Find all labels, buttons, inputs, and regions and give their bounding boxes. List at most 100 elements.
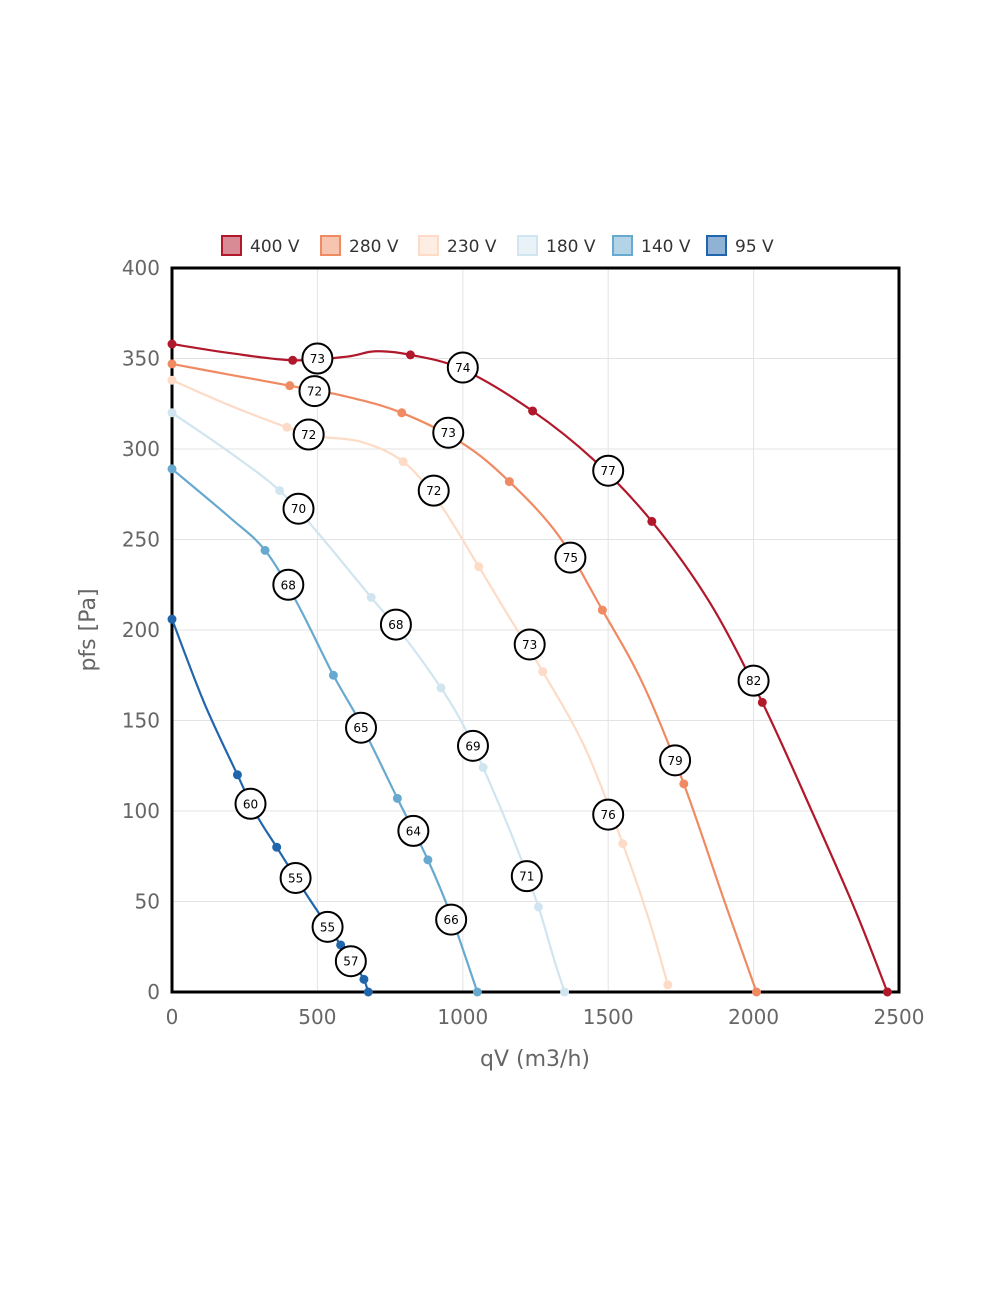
- point-label-badge: [292, 418, 325, 451]
- point-label-text: 64: [406, 824, 421, 838]
- point-label-badge: [432, 416, 465, 449]
- data-point: [167, 359, 177, 369]
- data-point: [560, 987, 570, 997]
- point-label-badge: [513, 628, 546, 661]
- point-label-text: 65: [353, 721, 368, 735]
- point-label-text: 55: [320, 920, 335, 934]
- point-label-badge: [379, 608, 412, 641]
- point-label-text: 70: [291, 502, 306, 516]
- point-label-badge: [510, 860, 543, 893]
- legend-label: 140 V: [641, 237, 691, 257]
- legend-swatch: [418, 235, 439, 256]
- data-point: [618, 839, 628, 849]
- point-label-text: 82: [746, 674, 761, 688]
- point-label-badge: [234, 787, 267, 820]
- data-point: [663, 980, 673, 990]
- data-point: [679, 779, 689, 789]
- series-group: [167, 339, 892, 997]
- series-400v: [167, 339, 892, 997]
- data-point: [752, 987, 762, 997]
- legend-item[interactable]: 180 V: [517, 235, 596, 257]
- data-point: [436, 683, 446, 693]
- legend-item[interactable]: 400 V: [221, 235, 300, 257]
- point-label-text: 72: [307, 385, 322, 399]
- data-point: [423, 855, 433, 865]
- point-label-badge: [282, 492, 315, 525]
- data-point: [538, 667, 548, 677]
- point-label-text: 73: [441, 426, 456, 440]
- series-95v: [167, 614, 373, 997]
- data-point: [366, 592, 376, 602]
- data-point: [533, 902, 543, 912]
- data-point: [167, 464, 177, 474]
- legend-item[interactable]: 280 V: [320, 235, 399, 257]
- point-label-badge: [397, 814, 430, 847]
- plot-frame: [170, 266, 901, 994]
- data-point: [359, 974, 369, 984]
- point-label-text: 74: [455, 361, 470, 375]
- x-tick-label: 2500: [874, 1005, 925, 1029]
- data-point: [167, 614, 177, 624]
- point-label-text: 68: [388, 618, 403, 632]
- legend-swatch: [706, 235, 727, 256]
- point-label-text: 73: [310, 352, 325, 366]
- data-point: [398, 457, 408, 467]
- data-point: [260, 545, 270, 555]
- point-label-text: 60: [243, 797, 258, 811]
- point-label-text: 66: [444, 913, 459, 927]
- axes: 0 500 1000 1500 2000 2500 0 50 100 150 200 250 300 35…: [122, 256, 925, 1029]
- point-label-text: 71: [519, 870, 534, 884]
- data-point: [275, 486, 285, 496]
- point-label-badge: [279, 861, 312, 894]
- x-axis-title: qV (m3/h): [480, 1047, 590, 1072]
- y-tick-label: 100: [122, 799, 160, 823]
- y-tick-label: 250: [122, 528, 160, 552]
- data-point: [288, 355, 298, 365]
- y-axis-title: pfs [Pa]: [76, 588, 101, 671]
- point-label-badge: [435, 903, 468, 936]
- data-point: [647, 516, 657, 526]
- data-point: [597, 605, 607, 615]
- data-point: [272, 842, 282, 852]
- point-label-badge: [311, 910, 344, 943]
- data-point: [282, 422, 292, 432]
- series-line: [171, 342, 889, 993]
- point-label-badge: [554, 541, 587, 574]
- data-point: [167, 339, 177, 349]
- legend-item[interactable]: 95 V: [706, 235, 774, 257]
- legend-label: 230 V: [447, 237, 497, 257]
- series-180v: [167, 408, 570, 997]
- point-label-badge: [737, 664, 770, 697]
- series-line: [170, 618, 370, 993]
- y-tick-label: 0: [147, 980, 160, 1004]
- x-tick-label: 1000: [437, 1005, 488, 1029]
- point-label-text: 75: [563, 551, 578, 565]
- legend-label: 280 V: [349, 237, 399, 257]
- series-line: [171, 362, 758, 993]
- data-point: [167, 408, 177, 418]
- legend-swatch: [517, 235, 538, 256]
- y-tick-label: 150: [122, 709, 160, 733]
- legend-item[interactable]: 230 V: [418, 235, 497, 257]
- data-point: [392, 793, 402, 803]
- point-label-badge: [446, 351, 479, 384]
- series-line: [171, 468, 479, 993]
- x-tick-label: 2000: [728, 1005, 779, 1029]
- y-tick-label: 50: [135, 890, 160, 914]
- point-label-badge: [334, 945, 367, 978]
- point-label-text: 55: [288, 871, 303, 885]
- y-tick-label: 350: [122, 347, 160, 371]
- data-point: [474, 562, 484, 572]
- point-label-text: 72: [301, 428, 316, 442]
- data-point: [882, 987, 892, 997]
- point-label-text: 76: [601, 808, 616, 822]
- point-label-badge: [272, 568, 305, 601]
- legend-item[interactable]: 140 V: [612, 235, 691, 257]
- y-tick-label: 300: [122, 437, 160, 461]
- point-label-text: 77: [601, 464, 616, 478]
- legend-swatch: [320, 235, 341, 256]
- point-label-text: 73: [522, 638, 537, 652]
- point-label-badge: [592, 454, 625, 487]
- point-label-text: 68: [281, 578, 296, 592]
